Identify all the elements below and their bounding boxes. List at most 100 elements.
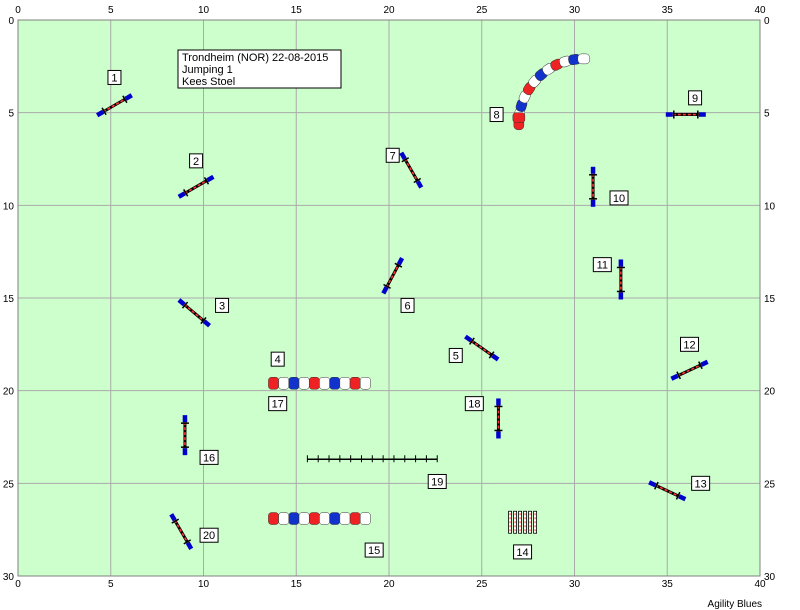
tunnel-segment bbox=[512, 112, 526, 123]
obstacle-number-box bbox=[107, 69, 122, 85]
jump-bar bbox=[385, 263, 400, 288]
jump-bar bbox=[102, 98, 127, 113]
jump-wing-left bbox=[169, 513, 177, 522]
obstacle-number-text: 7 bbox=[390, 150, 396, 162]
obstacle-number-text: 1 bbox=[111, 72, 117, 84]
jump-wing-left bbox=[381, 286, 389, 295]
jump-upright-right bbox=[413, 177, 422, 184]
obstacle-number-text: 19 bbox=[431, 476, 443, 488]
x-tick-bottom: 15 bbox=[291, 579, 303, 590]
y-tick-right: 20 bbox=[764, 387, 776, 398]
jump-upright-left bbox=[383, 283, 391, 289]
y-tick-left: 5 bbox=[8, 109, 14, 120]
y-tick-right: 5 bbox=[764, 109, 770, 120]
y-tick-right: 0 bbox=[764, 16, 770, 27]
x-tick-bottom: 25 bbox=[476, 579, 488, 590]
obstacle-number-box bbox=[691, 475, 711, 491]
obstacle-number-box bbox=[268, 396, 288, 412]
x-tick-top: 20 bbox=[383, 5, 395, 16]
x-tick-top: 35 bbox=[662, 5, 674, 16]
obstacle-number-label: 20 bbox=[199, 527, 219, 543]
tunnel-segment bbox=[329, 512, 341, 525]
obstacle-number-text: 8 bbox=[494, 110, 500, 122]
y-tick-right: 15 bbox=[764, 294, 776, 305]
jump-wing-right bbox=[415, 180, 424, 189]
jump-bar bbox=[655, 484, 680, 497]
tunnel-segment bbox=[359, 512, 371, 525]
obstacle-number-label: 13 bbox=[691, 475, 711, 491]
info-box: Trondheim (NOR) 22-08-2015 Jumping 1 Kee… bbox=[177, 49, 342, 89]
obstacle-number-box bbox=[609, 190, 629, 206]
jump-upright-left bbox=[654, 481, 659, 490]
jump-upright-right bbox=[698, 361, 703, 370]
obstacle-number-text: 12 bbox=[683, 339, 695, 351]
tunnel-segment bbox=[288, 512, 300, 525]
jump-wing-right bbox=[678, 494, 687, 502]
jump-upright-right bbox=[488, 351, 495, 359]
obstacle-number-text: 9 bbox=[692, 93, 698, 105]
obstacle-number-label: 16 bbox=[199, 449, 219, 465]
jump-wing-left bbox=[177, 191, 186, 199]
jump-upright-right bbox=[200, 316, 207, 325]
x-tick-bottom: 0 bbox=[15, 579, 21, 590]
jump-wing-right bbox=[396, 257, 405, 266]
jump-bar bbox=[174, 519, 189, 544]
tunnel-segment bbox=[349, 377, 361, 390]
jump-bar bbox=[184, 179, 208, 194]
obstacle-number-label: 8 bbox=[489, 107, 504, 123]
x-tick-top: 15 bbox=[291, 5, 303, 16]
jump-obstacle bbox=[494, 398, 503, 439]
tunnel-segment bbox=[278, 512, 290, 525]
x-tick-bottom: 40 bbox=[754, 579, 766, 590]
jump-wing-right bbox=[491, 353, 500, 362]
obstacle-number-box bbox=[400, 297, 415, 313]
obstacle-number-box bbox=[199, 449, 219, 465]
jump-upright-right bbox=[183, 539, 192, 545]
tunnel-segment bbox=[577, 53, 591, 65]
jump-wing-right bbox=[202, 319, 211, 328]
info-line-class: Jumping 1 bbox=[182, 64, 233, 76]
jump-wing-left bbox=[96, 109, 105, 118]
obstacle-number-text: 5 bbox=[453, 350, 459, 362]
obstacle-number-box bbox=[364, 542, 384, 558]
tunnel-segment bbox=[308, 377, 320, 390]
obstacle-number-text: 14 bbox=[516, 547, 528, 559]
obstacle-number-text: 10 bbox=[613, 193, 625, 205]
y-tick-left: 25 bbox=[3, 479, 15, 490]
tunnel-segment bbox=[278, 377, 290, 390]
obstacle-number-box bbox=[427, 473, 447, 489]
jump-obstacle bbox=[177, 298, 211, 328]
obstacle-number-label: 3 bbox=[215, 297, 230, 313]
x-tick-bottom: 10 bbox=[198, 579, 210, 590]
x-tick-bottom: 5 bbox=[108, 579, 114, 590]
jump-obstacle bbox=[381, 257, 405, 295]
obstacle-number-text: 15 bbox=[368, 545, 380, 557]
obstacle-number-box bbox=[688, 90, 703, 106]
tunnel-obstacle bbox=[268, 377, 371, 390]
y-tick-left: 10 bbox=[3, 201, 15, 212]
obstacle-number-text: 18 bbox=[468, 399, 480, 411]
tunnel-segment bbox=[339, 512, 351, 525]
obstacle-number-label: 14 bbox=[513, 544, 533, 560]
y-tick-left: 15 bbox=[3, 294, 15, 305]
obstacle-number-label: 15 bbox=[364, 542, 384, 558]
y-tick-left: 0 bbox=[8, 16, 14, 27]
jump-wing-right bbox=[124, 93, 133, 101]
tunnel-segment bbox=[329, 377, 341, 390]
obstacle-number-box bbox=[448, 347, 463, 363]
obstacle-number-text: 6 bbox=[404, 300, 410, 312]
obstacle-number-box bbox=[189, 153, 204, 169]
tunnel-segment bbox=[308, 512, 320, 525]
jump-obstacle bbox=[589, 166, 598, 207]
jump-upright-left bbox=[171, 518, 180, 524]
obstacle-number-text: 11 bbox=[597, 260, 608, 272]
x-tick-top: 0 bbox=[15, 5, 21, 16]
jump-obstacle bbox=[464, 334, 500, 362]
tunnel-segment bbox=[268, 377, 279, 390]
jump-wing-left bbox=[464, 334, 473, 343]
jump-upright-right bbox=[203, 176, 210, 185]
obstacle-number-label: 4 bbox=[270, 351, 285, 367]
tunnel-obstacle bbox=[268, 512, 371, 525]
y-tick-left: 20 bbox=[3, 387, 15, 398]
tunnel-segment bbox=[288, 377, 300, 390]
